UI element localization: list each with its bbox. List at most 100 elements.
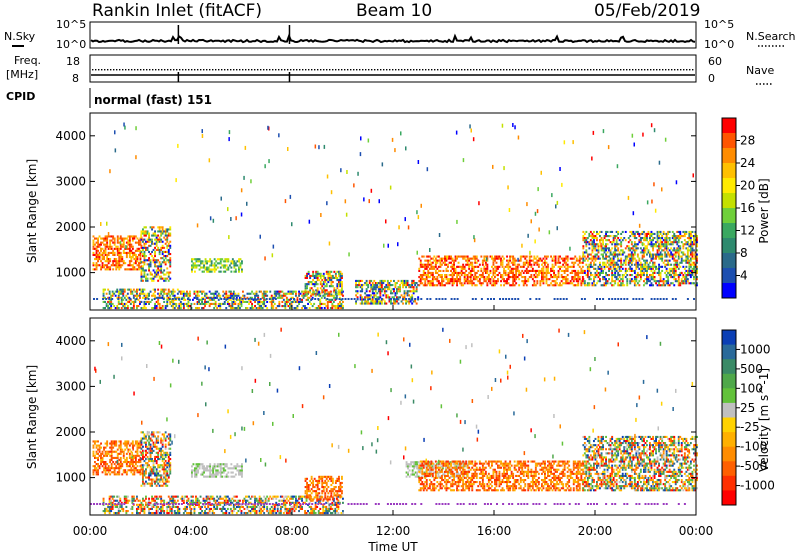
data-cell	[160, 288, 163, 291]
data-cell	[388, 286, 391, 289]
data-cell	[127, 440, 130, 443]
data-cell	[495, 255, 498, 258]
data-cell	[134, 268, 137, 271]
data-cell	[451, 265, 454, 268]
data-cell	[431, 261, 434, 264]
data-cell	[614, 255, 617, 258]
data-cell	[633, 237, 636, 240]
data-cell	[685, 278, 688, 281]
data-cell	[134, 450, 137, 453]
data-cell	[627, 259, 630, 262]
data-cell	[643, 253, 645, 256]
freq-point	[488, 69, 490, 71]
data-cell	[161, 232, 164, 235]
data-cell	[447, 269, 449, 272]
data-cell	[123, 307, 126, 310]
data-cell	[275, 292, 278, 295]
data-cell	[105, 292, 108, 295]
data-cell	[475, 284, 478, 287]
data-cell	[138, 249, 140, 252]
data-cell	[155, 269, 158, 272]
data-cell	[194, 258, 196, 261]
data-cell	[522, 261, 525, 264]
data-cell	[312, 293, 315, 296]
data-cell	[163, 230, 166, 233]
data-cell	[426, 167, 429, 172]
data-cell	[113, 241, 116, 244]
data-cell	[151, 431, 153, 434]
data-cell	[136, 461, 139, 464]
freq-point	[575, 69, 577, 71]
data-cell	[527, 261, 530, 264]
data-cell	[621, 284, 624, 287]
data-cell	[139, 253, 142, 256]
data-cell	[134, 290, 137, 293]
data-cell	[285, 296, 288, 299]
data-cell	[253, 298, 256, 300]
data-cell	[659, 237, 662, 240]
data-cell	[342, 307, 344, 310]
data-cell	[611, 278, 614, 281]
data-cell	[582, 278, 585, 281]
data-cell	[633, 276, 636, 279]
data-cell	[116, 262, 119, 265]
data-cell	[416, 210, 418, 215]
data-cell	[148, 460, 150, 463]
data-cell	[132, 302, 135, 305]
data-cell	[652, 267, 654, 270]
data-cell	[422, 269, 425, 272]
data-cell	[195, 294, 197, 297]
data-cell	[237, 302, 240, 305]
data-cell	[327, 270, 330, 273]
freq-point	[227, 69, 229, 71]
data-cell	[577, 259, 580, 262]
freq-point	[401, 69, 403, 71]
freq-point	[314, 69, 316, 71]
data-cell	[128, 469, 131, 472]
data-cell	[379, 292, 382, 295]
data-cell	[196, 223, 199, 228]
data-cell	[583, 255, 586, 258]
data-cell	[339, 276, 342, 279]
data-cell	[646, 267, 648, 270]
data-cell	[530, 219, 532, 224]
data-cell	[263, 302, 266, 305]
data-cell	[471, 261, 474, 264]
data-cell	[238, 258, 240, 261]
data-cell	[184, 294, 187, 297]
data-cell	[112, 461, 115, 464]
data-cell	[680, 261, 683, 264]
data-cell	[151, 484, 153, 487]
data-cell	[106, 473, 109, 476]
data-cell	[345, 212, 348, 217]
data-cell	[358, 284, 361, 287]
data-cell	[319, 276, 322, 279]
data-cell	[161, 277, 164, 280]
data-cell	[205, 294, 208, 297]
data-cell	[664, 284, 667, 287]
data-cell	[572, 265, 575, 268]
data-cell	[246, 201, 248, 206]
data-cell	[431, 276, 434, 279]
data-cell	[117, 292, 120, 295]
data-cell	[273, 296, 276, 299]
data-cell	[322, 272, 325, 275]
data-cell	[334, 272, 337, 275]
data-cell	[139, 260, 142, 263]
data-cell	[653, 263, 656, 266]
data-cell	[127, 450, 130, 453]
data-cell	[136, 444, 139, 447]
data-cell	[142, 451, 144, 454]
data-cell	[436, 280, 439, 283]
data-cell	[139, 296, 141, 299]
data-cell	[680, 271, 683, 274]
data-cell	[658, 247, 660, 250]
data-cell	[453, 265, 455, 268]
data-cell	[658, 255, 660, 258]
data-cell	[453, 282, 455, 285]
data-cell	[104, 239, 107, 242]
data-cell	[472, 269, 475, 272]
data-cell	[591, 249, 594, 252]
data-cell	[514, 298, 517, 300]
freq-point	[605, 69, 607, 71]
